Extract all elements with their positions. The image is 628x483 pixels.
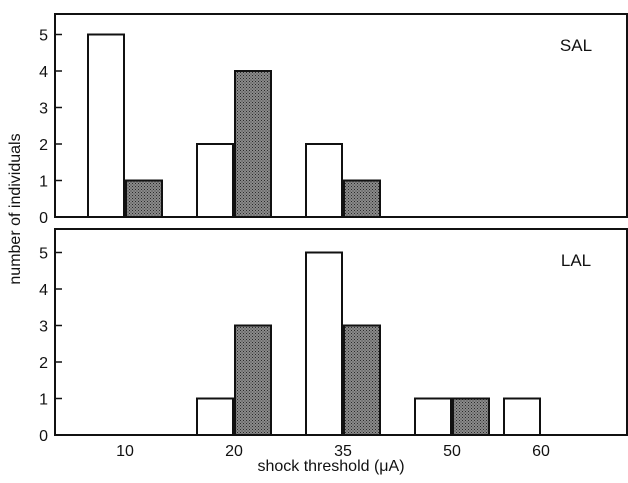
y-tick-label-lal-5: 5 — [39, 246, 48, 263]
bar-lal-shaded-20 — [235, 326, 271, 436]
bar-sal-shaded-20 — [235, 71, 271, 217]
panel-label-sal: SAL — [560, 36, 592, 55]
bar-sal-shaded-10 — [126, 181, 162, 218]
y-tick-label-sal-1: 1 — [39, 174, 48, 191]
bar-lal-open-50 — [415, 399, 451, 436]
bar-lal-open-35 — [306, 253, 342, 436]
y-tick-label-lal-4: 4 — [39, 282, 48, 299]
y-tick-label-sal-4: 4 — [39, 64, 48, 81]
bar-sal-open-10 — [88, 35, 124, 218]
x-tick-label-10: 10 — [116, 443, 134, 460]
y-tick-label-sal-3: 3 — [39, 101, 48, 118]
x-tick-label-20: 20 — [225, 443, 243, 460]
bar-lal-shaded-50 — [453, 399, 489, 436]
y-tick-label-lal-2: 2 — [39, 355, 48, 372]
y-tick-label-sal-0: 0 — [39, 210, 48, 227]
y-tick-label-lal-1: 1 — [39, 392, 48, 409]
bar-lal-open-60 — [504, 399, 540, 436]
bar-lal-shaded-35 — [344, 326, 380, 436]
bar-sal-shaded-35 — [344, 181, 380, 218]
y-tick-label-lal-0: 0 — [39, 428, 48, 445]
x-tick-label-50: 50 — [443, 443, 461, 460]
bar-sal-open-35 — [306, 144, 342, 217]
bar-lal-open-20 — [197, 399, 233, 436]
y-tick-label-sal-5: 5 — [39, 28, 48, 45]
y-axis-title: number of individuals — [7, 133, 24, 284]
y-tick-label-lal-3: 3 — [39, 319, 48, 336]
panel-label-lal: LAL — [561, 251, 591, 270]
y-tick-label-sal-2: 2 — [39, 137, 48, 154]
bar-sal-open-20 — [197, 144, 233, 217]
x-axis-title: shock threshold (μA) — [257, 458, 404, 475]
x-tick-label-60: 60 — [532, 443, 550, 460]
